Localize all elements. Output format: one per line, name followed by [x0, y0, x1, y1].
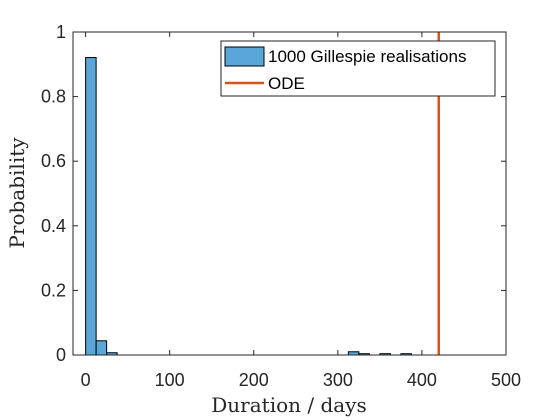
y-axis: 0 0.2 0.4 0.6 0.8 1 — [41, 22, 506, 365]
legend-label-ode: ODE — [268, 74, 305, 93]
x-axis: 0 100 200 300 400 500 — [81, 32, 521, 390]
legend-swatch-histogram — [224, 46, 265, 67]
y-tick-label: 0 — [56, 345, 66, 365]
x-tick-label: 300 — [323, 370, 353, 390]
legend: 1000 Gillespie realisations ODE — [220, 40, 496, 97]
x-tick-label: 500 — [491, 370, 521, 390]
axes-box — [72, 31, 507, 356]
legend-box — [220, 40, 496, 97]
x-tick-label: 400 — [407, 370, 437, 390]
y-tick-label: 0.6 — [41, 151, 66, 171]
y-tick-label: 0.4 — [41, 216, 66, 236]
x-tick-label: 100 — [155, 370, 185, 390]
histogram-bar — [85, 57, 97, 356]
y-axis-label: Probability — [5, 137, 29, 249]
y-tick-label: 0.2 — [41, 280, 66, 300]
histogram-bar — [95, 340, 108, 356]
x-tick-label: 200 — [239, 370, 269, 390]
y-tick-label: 0.8 — [41, 87, 66, 107]
legend-label-histogram: 1000 Gillespie realisations — [268, 47, 466, 66]
x-axis-label: Duration / days — [211, 393, 367, 417]
x-tick-label: 0 — [81, 370, 91, 390]
y-tick-label: 1 — [56, 22, 66, 42]
